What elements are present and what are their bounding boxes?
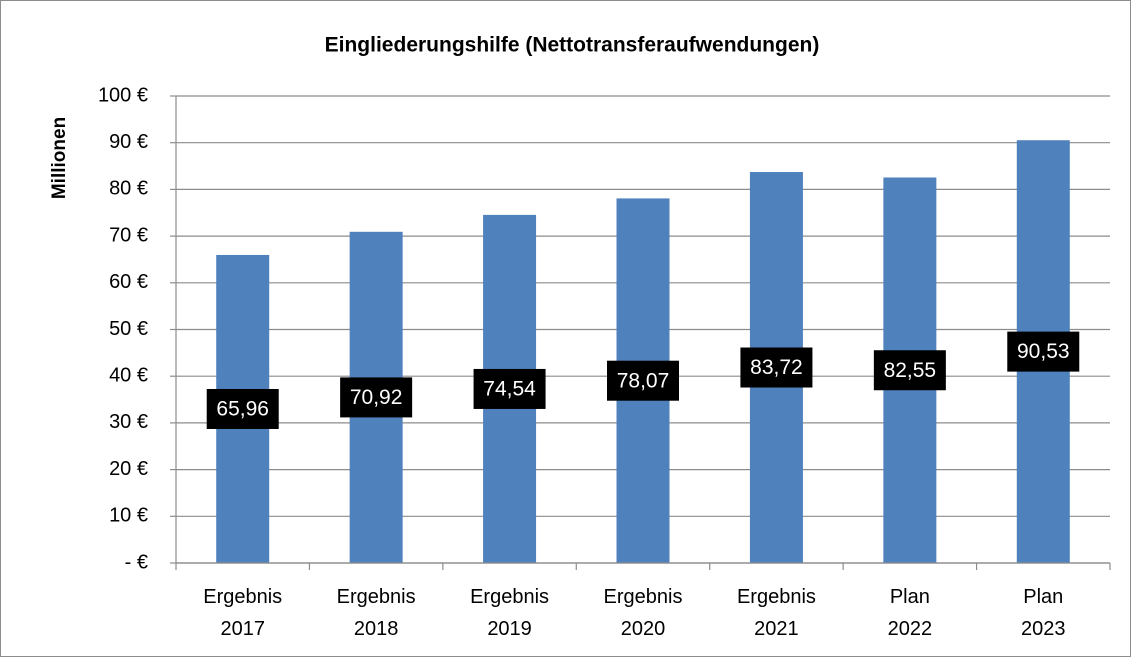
y-tick-label: 60 € [109, 271, 148, 293]
y-tick-label: 40 € [109, 364, 148, 386]
y-tick-label: 10 € [109, 505, 148, 527]
x-tick-label: Ergebnis 2019 [470, 586, 549, 640]
data-label-box [1007, 331, 1080, 372]
y-tick-label: - € [125, 551, 148, 573]
x-tick-label: Ergebnis 2021 [737, 586, 816, 640]
y-tick-label: 100 € [98, 84, 148, 106]
y-tick-label: 20 € [109, 458, 148, 480]
y-tick-label: 30 € [109, 411, 148, 433]
x-tick-label: Plan 2023 [1021, 586, 1066, 640]
data-label-box [473, 368, 546, 409]
y-tick-label: 80 € [109, 178, 148, 200]
data-label-box [873, 350, 946, 391]
data-label: 70,92 [350, 386, 403, 409]
y-axis-title: Millionen [49, 117, 70, 199]
data-label-box [607, 360, 679, 401]
x-tick-label: Ergebnis 2020 [604, 586, 683, 640]
y-tick-label: 70 € [109, 224, 148, 246]
x-tick-label: Ergebnis 2018 [337, 586, 416, 640]
data-label: 90,53 [1017, 340, 1070, 363]
data-label: 83,72 [750, 356, 803, 379]
x-tick-label: Plan 2022 [888, 586, 933, 640]
data-label: 65,96 [216, 398, 269, 421]
data-label-box [340, 377, 413, 418]
x-tick-label: Ergebnis 2017 [203, 586, 282, 640]
chart-title: Eingliederungshilfe (Nettotransferaufwen… [325, 34, 820, 57]
data-label-box [206, 388, 279, 429]
data-label-box [740, 347, 813, 388]
y-tick-label: 90 € [109, 131, 148, 153]
data-label: 78,07 [617, 369, 670, 392]
y-tick-label: 50 € [109, 318, 148, 340]
data-label: 74,54 [483, 377, 536, 400]
data-label: 82,55 [884, 359, 937, 382]
